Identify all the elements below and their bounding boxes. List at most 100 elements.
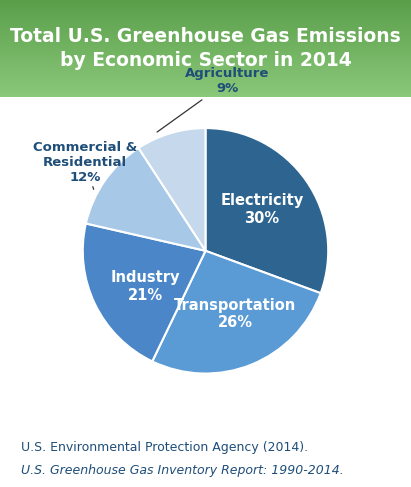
Text: Transportation
26%: Transportation 26% [174,298,296,330]
Bar [0,73,411,74]
Bar [0,74,411,75]
Bar [0,35,411,36]
Bar [0,63,411,64]
Text: Commercial &
Residential
12%: Commercial & Residential 12% [33,141,137,189]
Bar [0,6,411,7]
Text: U.S. Environmental Protection Agency (2014).: U.S. Environmental Protection Agency (20… [21,441,308,454]
Bar [0,3,411,4]
Bar [0,39,411,40]
Bar [0,43,411,44]
Bar [0,42,411,43]
Bar [0,82,411,83]
Bar [0,64,411,65]
Bar [0,47,411,48]
Bar [0,69,411,70]
Bar [0,12,411,13]
Bar [0,88,411,89]
Bar [0,84,411,85]
Bar [0,62,411,63]
Bar [0,78,411,79]
Bar [0,22,411,23]
Bar [0,10,411,11]
Bar [0,8,411,9]
Bar [0,2,411,3]
Bar [0,25,411,26]
Bar [0,0,411,1]
Text: Industry
21%: Industry 21% [111,270,180,302]
Bar [0,53,411,54]
Text: U.S. Greenhouse Gas Inventory Report: 1990-2014.: U.S. Greenhouse Gas Inventory Report: 19… [21,464,343,477]
Bar [0,19,411,20]
Bar [0,34,411,35]
Bar [0,28,411,29]
Bar [0,61,411,62]
Bar [0,77,411,78]
Bar [0,20,411,21]
Bar [0,5,411,6]
Bar [0,81,411,82]
Bar [0,71,411,72]
Bar [0,93,411,94]
Bar [0,44,411,45]
Wedge shape [86,148,206,251]
Bar [0,65,411,66]
Bar [0,90,411,91]
Bar [0,13,411,14]
Bar [0,21,411,22]
Bar [0,48,411,49]
Bar [0,58,411,59]
Bar [0,49,411,50]
Bar [0,24,411,25]
Bar [0,52,411,53]
Bar [0,38,411,39]
Bar [0,51,411,52]
Bar [0,40,411,41]
Bar [0,66,411,67]
Bar [0,18,411,19]
Bar [0,57,411,58]
Bar [0,50,411,51]
Bar [0,79,411,80]
Bar [0,11,411,12]
Bar [0,9,411,10]
Bar [0,23,411,24]
Bar [0,15,411,16]
Bar [0,87,411,88]
Bar [0,31,411,32]
Bar [0,96,411,97]
Bar [0,59,411,60]
Bar [0,26,411,27]
Bar [0,80,411,81]
Bar [0,55,411,56]
Text: Agriculture
9%: Agriculture 9% [157,67,270,132]
Bar [0,94,411,95]
Bar [0,83,411,84]
Bar [0,54,411,55]
Bar [0,32,411,33]
Bar [0,89,411,90]
Bar [0,4,411,5]
Bar [0,45,411,46]
Bar [0,14,411,15]
Wedge shape [83,224,206,361]
Bar [0,41,411,42]
Bar [0,1,411,2]
Bar [0,67,411,68]
Bar [0,76,411,77]
Text: Electricity
30%: Electricity 30% [220,193,304,226]
Bar [0,30,411,31]
Bar [0,86,411,87]
Bar [0,17,411,18]
Bar [0,95,411,96]
Bar [0,85,411,86]
Bar [0,68,411,69]
Bar [0,29,411,30]
Bar [0,92,411,93]
Bar [0,70,411,71]
Bar [0,60,411,61]
Bar [0,16,411,17]
Bar [0,56,411,57]
Bar [0,75,411,76]
Bar [0,37,411,38]
Wedge shape [139,128,206,251]
